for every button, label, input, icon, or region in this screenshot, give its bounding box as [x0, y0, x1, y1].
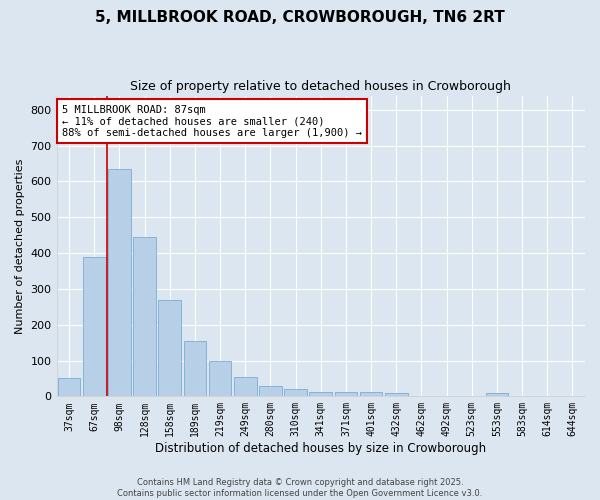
Bar [108, 169, 131, 396]
Text: 5, MILLBROOK ROAD, CROWBOROUGH, TN6 2RT: 5, MILLBROOK ROAD, CROWBOROUGH, TN6 2RT [95, 10, 505, 25]
Bar [158, 300, 181, 396]
Bar [133, 237, 156, 396]
Bar [234, 376, 257, 396]
Bar [209, 360, 232, 396]
Bar [485, 394, 508, 396]
Text: 5 MILLBROOK ROAD: 87sqm
← 11% of detached houses are smaller (240)
88% of semi-d: 5 MILLBROOK ROAD: 87sqm ← 11% of detache… [62, 104, 362, 138]
Bar [259, 386, 282, 396]
Bar [385, 394, 407, 396]
Bar [360, 392, 382, 396]
Bar [58, 378, 80, 396]
Bar [335, 392, 357, 396]
Bar [184, 341, 206, 396]
Bar [83, 256, 106, 396]
Bar [284, 389, 307, 396]
Y-axis label: Number of detached properties: Number of detached properties [15, 158, 25, 334]
Title: Size of property relative to detached houses in Crowborough: Size of property relative to detached ho… [130, 80, 511, 93]
X-axis label: Distribution of detached houses by size in Crowborough: Distribution of detached houses by size … [155, 442, 487, 455]
Bar [310, 392, 332, 396]
Text: Contains HM Land Registry data © Crown copyright and database right 2025.
Contai: Contains HM Land Registry data © Crown c… [118, 478, 482, 498]
